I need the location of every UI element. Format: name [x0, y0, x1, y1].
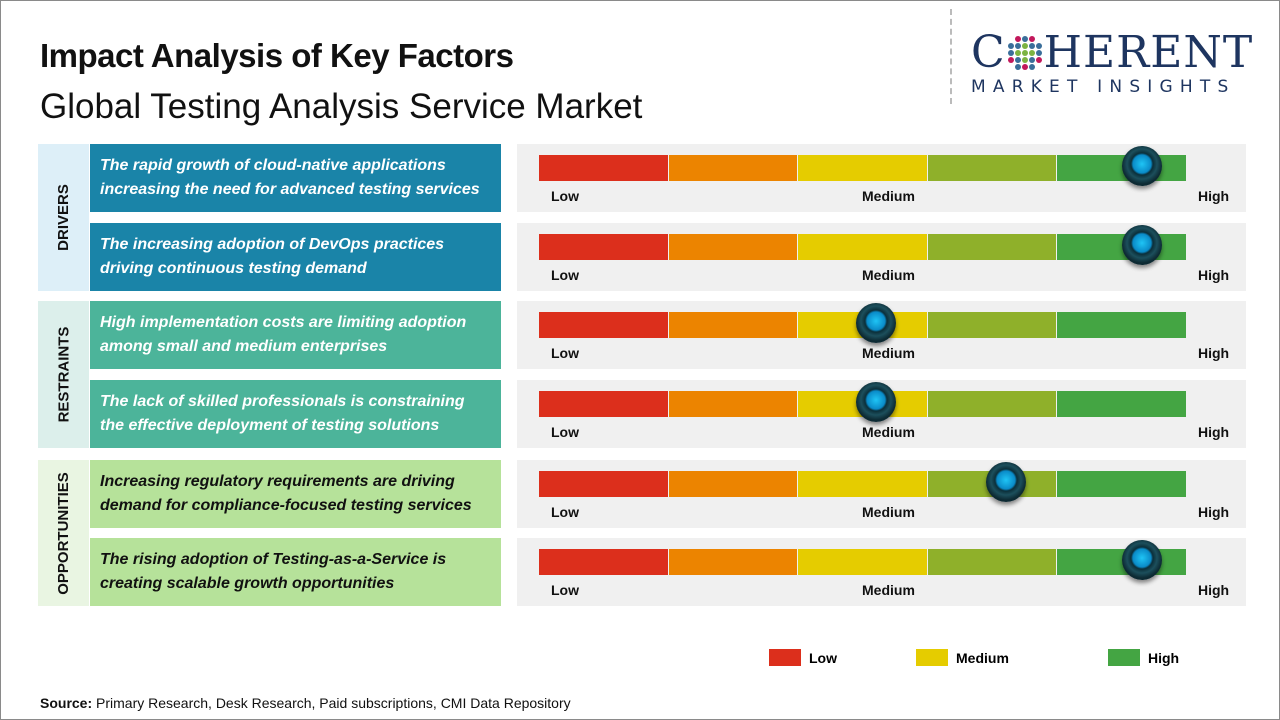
gauge-segment — [539, 312, 668, 338]
impact-gauge: Low Medium High — [517, 460, 1246, 528]
scale-label: Low — [551, 504, 579, 520]
gauge-segment — [539, 471, 668, 497]
scale-label: High — [1198, 504, 1230, 520]
scale-label: High — [1198, 267, 1230, 283]
scale-label: High — [1198, 345, 1230, 361]
gauge-segment — [927, 391, 1057, 417]
gauge-segment — [1057, 312, 1186, 338]
scale-label: Medium — [862, 267, 915, 283]
scale-label: Medium — [862, 345, 915, 361]
legend-swatch — [916, 649, 948, 666]
impact-gauge: Low Medium High — [517, 380, 1246, 448]
scale-label: Low — [551, 582, 579, 598]
logo-wordmark: C HERENT — [971, 27, 1254, 78]
gauge-segment — [539, 155, 668, 181]
gauge-segment — [927, 234, 1057, 260]
impact-gauge: Low Medium High — [517, 301, 1246, 369]
impact-gauge: Low Medium High — [517, 538, 1246, 606]
category-label: OPPORTUNITIES — [38, 460, 89, 606]
legend-label: High — [1148, 649, 1180, 666]
factor-text: The rapid growth of cloud-native applica… — [90, 144, 501, 212]
scale-label: Medium — [862, 188, 915, 204]
gauge-segment — [668, 312, 798, 338]
gauge-segment — [798, 155, 927, 181]
category-name: RESTRAINTS — [55, 326, 72, 423]
impact-gauge: Low Medium High — [517, 144, 1246, 212]
impact-gauge: Low Medium High — [517, 223, 1246, 291]
gauge-segment — [539, 549, 668, 575]
logo-globe-icon — [1007, 36, 1042, 70]
gauge-segment — [927, 312, 1057, 338]
scale-label: High — [1198, 582, 1230, 598]
page-subtitle: Global Testing Analysis Service Market — [40, 87, 643, 126]
legend-label: Medium — [956, 649, 1009, 666]
logo: C HERENT MARKET INSIGHTS — [971, 27, 1261, 98]
gauge-segment — [668, 234, 798, 260]
legend-item: Medium — [916, 649, 1009, 666]
scale-label: Medium — [862, 424, 915, 440]
gauge-segment — [798, 234, 927, 260]
divider — [950, 9, 952, 104]
gauge-segment — [1057, 391, 1186, 417]
legend-swatch — [1108, 649, 1140, 666]
impact-marker — [855, 382, 896, 422]
page-title: Impact Analysis of Key Factors — [40, 37, 514, 74]
source-note: Source: Primary Research, Desk Research,… — [40, 695, 571, 711]
scale-label: Low — [551, 267, 579, 283]
legend-item: Low — [769, 649, 837, 666]
gauge-segment — [668, 391, 798, 417]
scale-label: Low — [551, 345, 579, 361]
factor-text: The increasing adoption of DevOps practi… — [90, 223, 501, 291]
category-name: OPPORTUNITIES — [55, 471, 73, 595]
gauge-segment — [798, 471, 927, 497]
scale-label: High — [1198, 424, 1230, 440]
category-label: RESTRAINTS — [38, 301, 89, 448]
factor-text: High implementation costs are limiting a… — [90, 301, 501, 369]
scale-label: Low — [551, 188, 579, 204]
legend-item: High — [1108, 649, 1179, 666]
gauge-segment — [539, 391, 668, 417]
scale-label: Medium — [862, 582, 915, 598]
gauge-segment — [927, 549, 1057, 575]
gauge-segment — [668, 549, 798, 575]
category-name: DRIVERS — [55, 184, 72, 251]
category-label: DRIVERS — [38, 144, 89, 291]
scale-label: High — [1198, 188, 1230, 204]
legend-label: Low — [809, 649, 837, 666]
gauge-segment — [539, 234, 668, 260]
gauge-segment — [668, 471, 798, 497]
gauge-segment — [798, 549, 927, 575]
impact-marker — [985, 462, 1026, 502]
factor-text: The lack of skilled professionals is con… — [90, 380, 501, 448]
gauge-segment — [927, 155, 1057, 181]
impact-marker — [1121, 225, 1162, 265]
logo-tagline: MARKET INSIGHTS — [971, 77, 1236, 97]
legend-swatch — [769, 649, 801, 666]
factor-text: The rising adoption of Testing-as-a-Serv… — [90, 538, 501, 606]
gauge-segment — [668, 155, 798, 181]
gauge-segment — [1057, 471, 1186, 497]
scale-label: Medium — [862, 504, 915, 520]
impact-marker — [1121, 540, 1162, 580]
impact-marker — [855, 303, 896, 343]
factor-text: Increasing regulatory requirements are d… — [90, 460, 501, 528]
scale-label: Low — [551, 424, 579, 440]
impact-marker — [1121, 146, 1162, 186]
